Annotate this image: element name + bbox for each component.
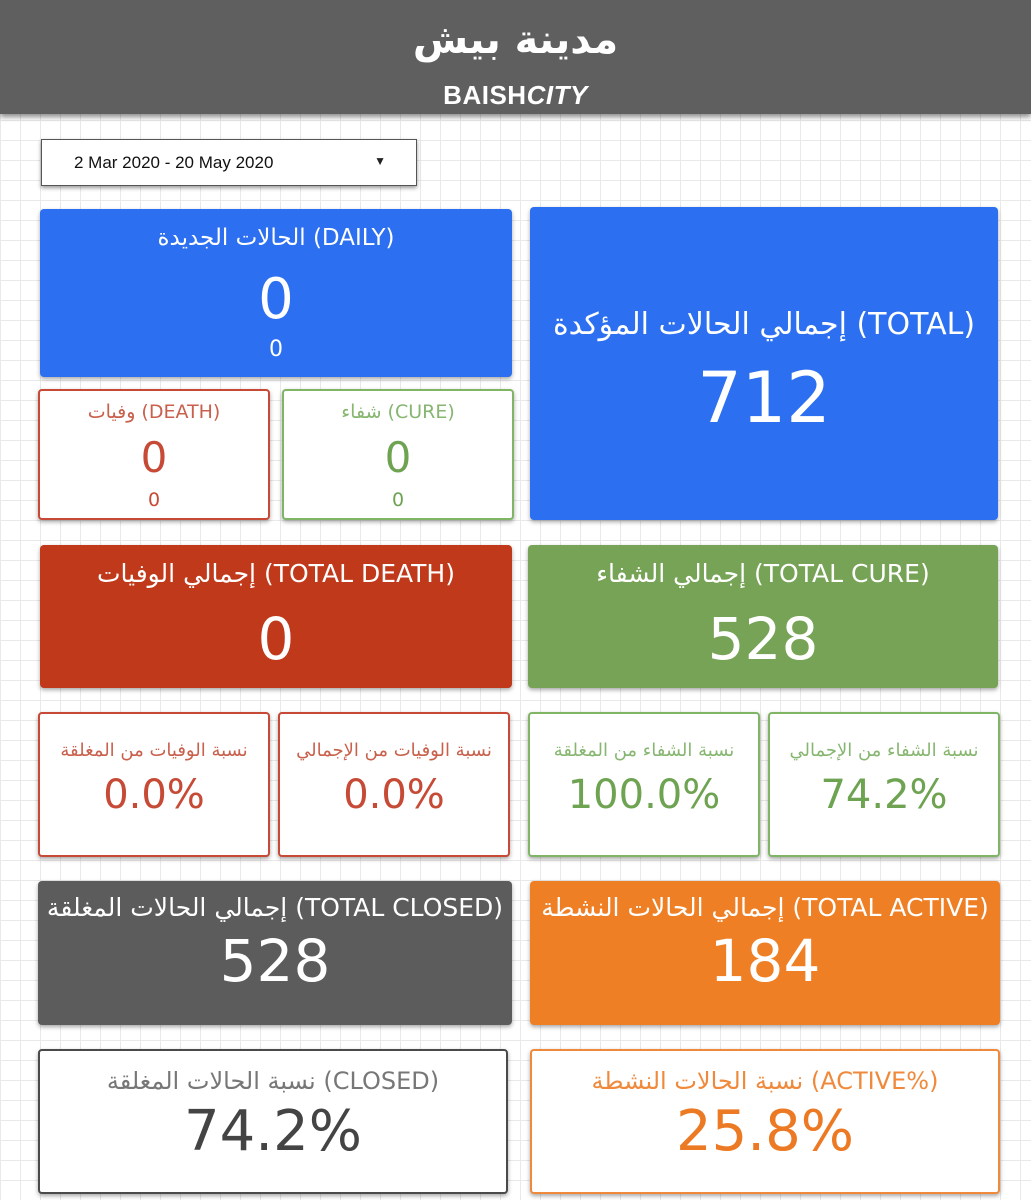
death-rate-closed-label: نسبة الوفيات من المغلقة — [60, 740, 248, 761]
cure-rate-closed-card: نسبة الشفاء من المغلقة 100.0% — [528, 712, 760, 857]
cure-rate-closed-value: 100.0% — [567, 772, 721, 818]
daily-death-change: 0 — [147, 489, 161, 511]
daily-new-cases-value: 0 — [258, 267, 294, 332]
total-confirmed-value: 712 — [697, 357, 831, 439]
city-title-arabic: مدينة بيش — [412, 17, 619, 63]
total-confirmed-card: إجمالي الحالات المؤكدة (TOTAL) 712 — [530, 207, 998, 520]
total-cure-label: إجمالي الشفاء (TOTAL CURE) — [596, 559, 930, 588]
total-cure-card: إجمالي الشفاء (TOTAL CURE) 528 — [528, 545, 998, 688]
death-rate-total-label: نسبة الوفيات من الإجمالي — [296, 740, 492, 761]
daily-new-cases-change: 0 — [269, 337, 283, 362]
closed-percent-value: 74.2% — [184, 1099, 362, 1164]
daily-new-cases-label: الحالات الجديدة (DAILY) — [157, 225, 395, 251]
total-confirmed-label: إجمالي الحالات المؤكدة (TOTAL) — [552, 307, 976, 342]
total-closed-label: إجمالي الحالات المغلقة (TOTAL CLOSED) — [46, 893, 504, 922]
daily-death-label: وفيات (DEATH) — [87, 401, 221, 423]
cure-rate-closed-label: نسبة الشفاء من المغلقة — [553, 740, 735, 761]
death-rate-closed-card: نسبة الوفيات من المغلقة 0.0% — [38, 712, 270, 857]
daily-death-value: 0 — [140, 433, 168, 482]
active-percent-value: 25.8% — [676, 1099, 854, 1164]
cure-rate-total-card: نسبة الشفاء من الإجمالي 74.2% — [768, 712, 1000, 857]
daily-death-card: وفيات (DEATH) 0 0 — [38, 389, 270, 520]
closed-percent-card: نسبة الحالات المغلقة (CLOSED) 74.2% — [38, 1049, 508, 1194]
total-active-card: إجمالي الحالات النشطة (TOTAL ACTIVE) 184 — [530, 881, 1000, 1025]
city-title-english-italic: CITY — [526, 80, 588, 110]
daily-cure-card: شفاء (CURE) 0 0 — [282, 389, 514, 520]
total-closed-value: 528 — [219, 927, 331, 995]
total-death-card: إجمالي الوفيات (TOTAL DEATH) 0 — [40, 545, 512, 688]
daily-cure-label: شفاء (CURE) — [341, 401, 455, 423]
death-rate-total-card: نسبة الوفيات من الإجمالي 0.0% — [278, 712, 510, 857]
daily-cure-change: 0 — [391, 489, 405, 511]
date-range-value: 2 Mar 2020 - 20 May 2020 — [74, 153, 274, 172]
cure-rate-total-label: نسبة الشفاء من الإجمالي — [789, 740, 979, 761]
city-title-english: BAISHCITY — [0, 80, 1031, 111]
active-percent-label: نسبة الحالات النشطة (ACTIVE%) — [591, 1067, 939, 1095]
daily-cure-value: 0 — [384, 433, 412, 482]
closed-percent-label: نسبة الحالات المغلقة (CLOSED) — [106, 1067, 440, 1095]
total-death-value: 0 — [257, 605, 295, 673]
death-rate-closed-value: 0.0% — [103, 772, 205, 818]
total-death-label: إجمالي الوفيات (TOTAL DEATH) — [97, 559, 455, 588]
dashboard-header: مدينة بيش BAISHCITY — [0, 0, 1031, 114]
daily-new-cases-card: الحالات الجديدة (DAILY) 0 0 — [40, 209, 512, 377]
active-percent-card: نسبة الحالات النشطة (ACTIVE%) 25.8% — [530, 1049, 1000, 1194]
chevron-down-icon[interactable]: ▼ — [374, 154, 386, 168]
total-closed-card: إجمالي الحالات المغلقة (TOTAL CLOSED) 52… — [38, 881, 512, 1025]
date-range-picker[interactable]: 2 Mar 2020 - 20 May 2020 ▼ — [41, 139, 417, 186]
death-rate-total-value: 0.0% — [343, 772, 445, 818]
city-title-english-bold: BAISH — [443, 80, 527, 110]
total-active-label: إجمالي الحالات النشطة (TOTAL ACTIVE) — [541, 893, 989, 922]
cure-rate-total-value: 74.2% — [820, 772, 948, 818]
total-active-value: 184 — [709, 927, 821, 995]
total-cure-value: 528 — [707, 605, 819, 673]
